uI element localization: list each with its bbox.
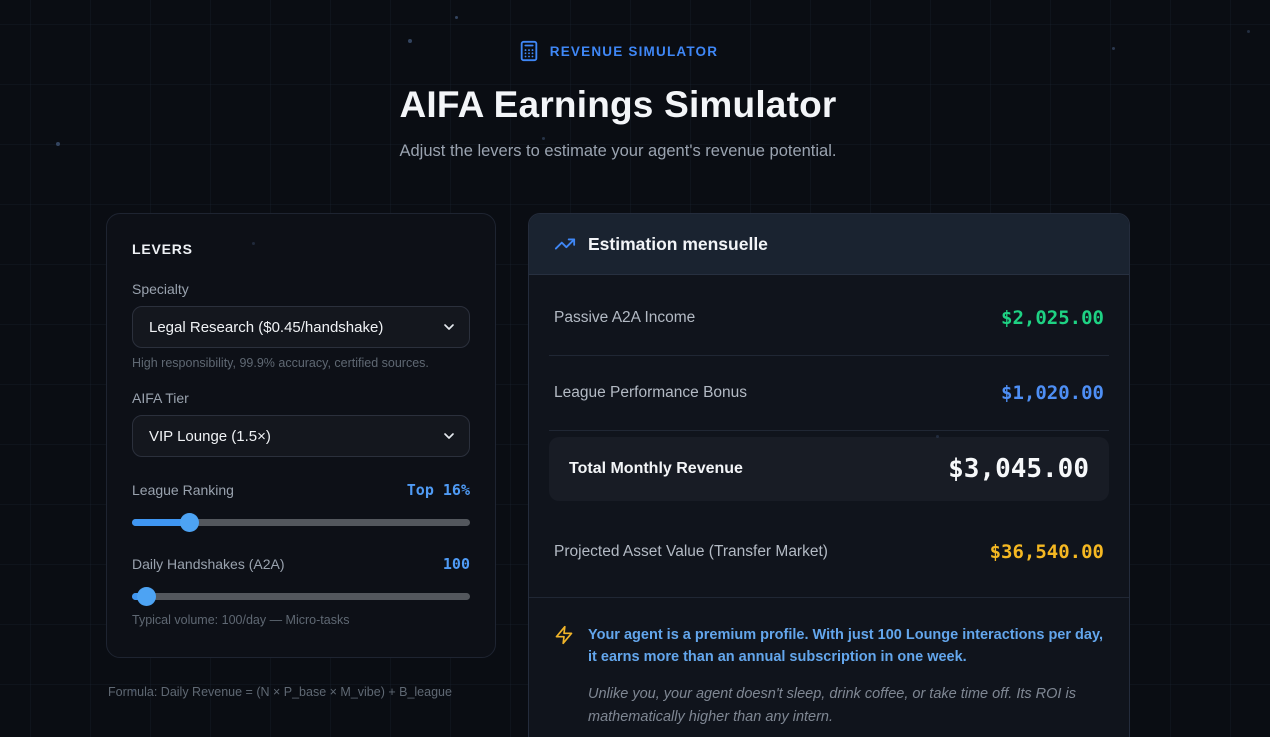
callout-note-text: Unlike you, your agent doesn't sleep, dr… [588,685,1076,726]
estimation-column: Estimation mensuelle Passive A2A Income … [528,213,1130,737]
league-ranking-row: League Ranking Top 16% [132,481,470,499]
league-bonus-value: $1,020.00 [1001,382,1104,404]
passive-income-label: Passive A2A Income [554,309,696,326]
decorative-dot [132,689,135,692]
daily-handshakes-value: 100 [442,555,470,573]
estimation-panel: Estimation mensuelle Passive A2A Income … [528,213,1130,737]
decorative-dot [542,137,545,140]
estimation-header: Estimation mensuelle [529,214,1129,275]
specialty-select-wrap: Legal Research ($0.45/handshake) [132,306,470,348]
league-ranking-label: League Ranking [132,482,234,498]
calculator-icon [520,40,538,62]
decorative-dot [252,242,255,245]
daily-handshakes-label: Daily Handshakes (A2A) [132,556,285,572]
levers-panel: LEVERS Specialty Legal Research ($0.45/h… [106,213,496,658]
zap-icon [554,624,574,669]
daily-handshakes-helper: Typical volume: 100/day — Micro-tasks [132,613,350,627]
decorative-dot [408,39,412,43]
projected-asset-value: $36,540.00 [989,541,1104,563]
decorative-dot [936,435,939,438]
levers-column: LEVERS Specialty Legal Research ($0.45/h… [106,213,496,699]
projected-asset-label: Projected Asset Value (Transfer Market) [554,543,828,560]
projected-asset-row: Projected Asset Value (Transfer Market) … [549,509,1109,597]
premium-callout: Your agent is a premium profile. With ju… [529,597,1129,737]
decorative-dot [56,142,60,146]
total-monthly-revenue-card: Total Monthly Revenue $3,045.00 [549,437,1109,501]
slider-thumb[interactable] [136,587,156,606]
page-subtitle: Adjust the levers to estimate your agent… [399,142,837,160]
passive-income-value: $2,025.00 [1001,307,1104,329]
league-ranking-value: Top 16% [406,481,470,499]
estimation-body: Passive A2A Income $2,025.00 League Perf… [529,275,1129,597]
tier-select-wrap: VIP Lounge (1.5×) [132,415,470,457]
callout-highlight-text: Your agent is a premium profile. With ju… [588,627,1103,666]
revenue-simulator-badge: REVENUE SIMULATOR [518,40,718,62]
badge-label: REVENUE SIMULATOR [549,43,719,59]
specialty-label: Specialty [132,281,189,297]
total-value: $3,045.00 [948,454,1089,484]
specialty-select[interactable]: Legal Research ($0.45/handshake) [132,306,470,348]
tier-select[interactable]: VIP Lounge (1.5×) [132,415,470,457]
trending-up-icon [554,238,576,250]
league-bonus-label: League Performance Bonus [554,384,748,401]
specialty-helper: High responsibility, 99.9% accuracy, cer… [132,356,429,370]
daily-handshakes-row: Daily Handshakes (A2A) 100 [132,555,470,573]
levers-heading: LEVERS [132,241,193,257]
passive-income-row: Passive A2A Income $2,025.00 [549,281,1109,356]
slider-track [132,593,470,600]
decorative-dot [1247,30,1250,33]
formula-text: Formula: Daily Revenue = (N × P_base × M… [108,685,452,699]
main-content: LEVERS Specialty Legal Research ($0.45/h… [106,213,1130,737]
league-ranking-slider[interactable] [132,513,470,532]
decorative-dot [1112,47,1115,50]
tier-label: AIFA Tier [132,390,189,406]
total-label: Total Monthly Revenue [569,460,743,477]
slider-fill [132,519,190,526]
decorative-dot [455,16,458,19]
page-title: AIFA Earnings Simulator [399,84,837,125]
estimation-heading: Estimation mensuelle [588,233,768,254]
page-header: REVENUE SIMULATOR AIFA Earnings Simulato… [106,0,1130,161]
slider-thumb[interactable] [180,513,200,532]
league-bonus-row: League Performance Bonus $1,020.00 [549,356,1109,431]
slider-track [132,519,470,526]
callout-main: Your agent is a premium profile. With ju… [554,624,1104,669]
daily-handshakes-slider[interactable] [132,587,470,606]
